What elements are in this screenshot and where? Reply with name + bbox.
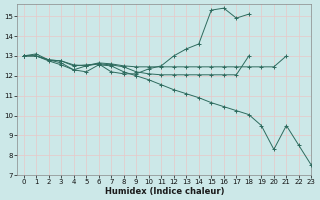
X-axis label: Humidex (Indice chaleur): Humidex (Indice chaleur) — [105, 187, 224, 196]
